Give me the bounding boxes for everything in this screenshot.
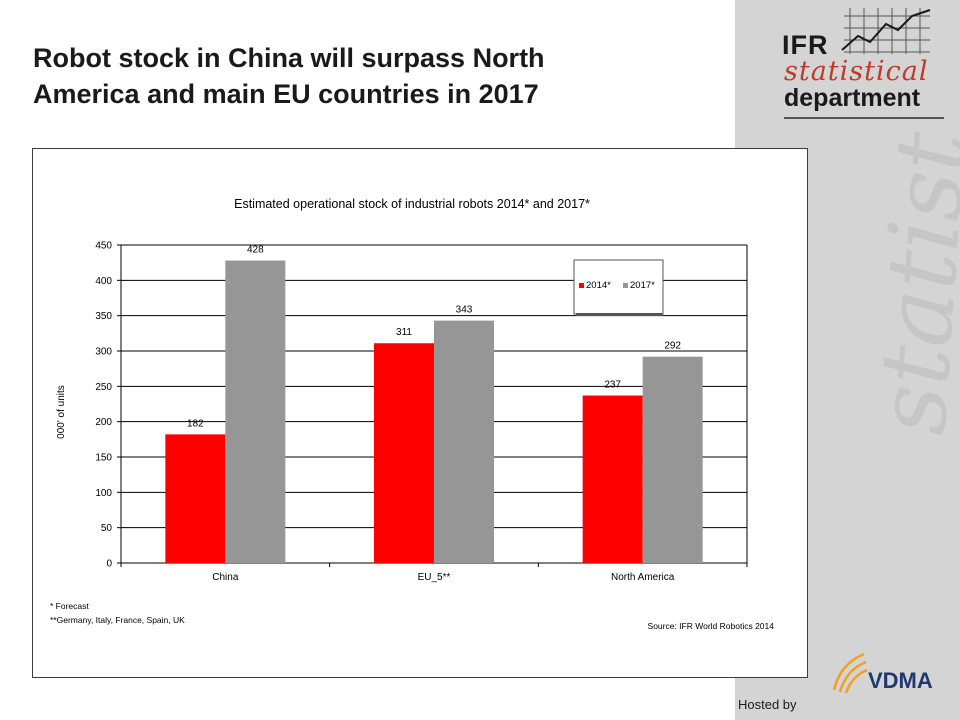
data-label: 182 — [187, 418, 204, 429]
x-tick-label: China — [212, 572, 239, 583]
y-tick-label: 0 — [106, 559, 112, 570]
footnote-countries: **Germany, Italy, France, Spain, UK — [50, 615, 185, 625]
y-tick-label: 250 — [95, 382, 112, 393]
bar-chart: Estimated operational stock of industria… — [50, 197, 775, 631]
bars — [165, 260, 703, 563]
data-label: 428 — [247, 245, 264, 256]
legend-swatch-2014 — [579, 283, 584, 288]
data-label: 343 — [456, 305, 473, 316]
y-tick-label: 50 — [101, 523, 113, 534]
y-tick-label: 300 — [95, 347, 112, 358]
hosted-by-label: Hosted by — [738, 697, 797, 712]
legend-swatch-2017 — [623, 283, 628, 288]
logo-underline — [784, 117, 944, 119]
data-label: 311 — [396, 327, 412, 338]
bar-eu-5--2014 — [374, 343, 434, 563]
y-tick-labels: 0 50 100 150 200 250 300 350 400 450 — [95, 241, 112, 570]
y-tick-label: 400 — [95, 276, 112, 287]
data-labels: 182 428 311 343 237 292 — [187, 245, 681, 430]
x-tick-labels: China EU_5** North America — [212, 572, 675, 583]
data-label: 237 — [604, 380, 621, 391]
logo-department-text: department — [784, 84, 921, 112]
logo-ifr-text: IFR — [782, 30, 829, 60]
y-axis-label: 000' of units — [56, 385, 67, 439]
chart-frame: Estimated operational stock of industria… — [32, 148, 808, 678]
watermark-text: statistical — [855, 130, 960, 438]
legend-label-2017: 2017* — [630, 280, 655, 291]
y-tick-label: 100 — [95, 488, 112, 499]
chart-title: Estimated operational stock of industria… — [234, 197, 590, 211]
legend-box — [573, 259, 664, 315]
vdma-logo-text: VDMA — [868, 668, 933, 693]
footnote-forecast: * Forecast — [50, 601, 89, 611]
bar-china-2017 — [225, 260, 286, 563]
legend-label-2014: 2014* — [586, 280, 611, 291]
logo-statistical-text: statistical — [784, 56, 929, 87]
slide-title-line-2: America and main EU countries in 2017 — [33, 79, 539, 109]
x-tick-label: EU_5** — [418, 572, 451, 583]
y-tick-label: 450 — [95, 241, 112, 252]
slide-title-line-1: Robot stock in China will surpass North — [33, 43, 545, 73]
y-tick-label: 350 — [95, 311, 112, 322]
bar-north-america-2017 — [642, 356, 703, 563]
bar-north-america-2014 — [582, 395, 643, 563]
bar-china-2014 — [165, 434, 226, 563]
vdma-logo-icon — [832, 652, 868, 694]
y-tick-label: 150 — [95, 453, 112, 464]
bar-eu-5--2017 — [434, 320, 494, 563]
legend-shadow — [576, 313, 663, 316]
data-label: 292 — [664, 341, 681, 352]
x-tick-label: North America — [611, 572, 675, 583]
slide-title: Robot stock in China will surpass North … — [33, 40, 723, 112]
y-tick-label: 200 — [95, 417, 112, 428]
logo-grid-icon — [841, 8, 931, 54]
legend: 2014* 2017* — [573, 259, 664, 316]
source-note: Source: IFR World Robotics 2014 — [648, 621, 775, 631]
